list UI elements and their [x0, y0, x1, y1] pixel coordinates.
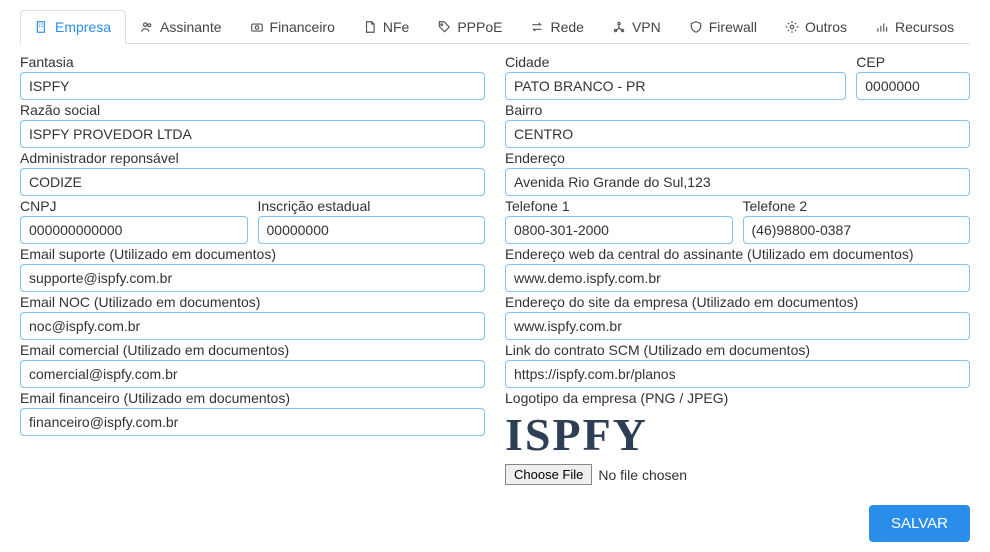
no-file-label: No file chosen	[598, 467, 687, 483]
input-cnpj[interactable]	[20, 216, 248, 244]
input-scm[interactable]	[505, 360, 970, 388]
label-razao: Razão social	[20, 102, 485, 118]
input-tel1[interactable]	[505, 216, 733, 244]
label-logo: Logotipo da empresa (PNG / JPEG)	[505, 390, 970, 406]
input-endereco[interactable]	[505, 168, 970, 196]
field-logo: Logotipo da empresa (PNG / JPEG) ISPFY C…	[505, 390, 970, 485]
input-site[interactable]	[505, 312, 970, 340]
label-cep: CEP	[856, 54, 970, 70]
tab-assinante[interactable]: Assinante	[126, 10, 235, 43]
tab-financeiro[interactable]: Financeiro	[236, 10, 349, 43]
field-central: Endereço web da central do assinante (Ut…	[505, 246, 970, 292]
vpn-icon	[612, 20, 626, 34]
label-bairro: Bairro	[505, 102, 970, 118]
field-scm: Link do contrato SCM (Utilizado em docum…	[505, 342, 970, 388]
input-razao[interactable]	[20, 120, 485, 148]
field-cep: CEP	[856, 54, 970, 100]
label-fantasia: Fantasia	[20, 54, 485, 70]
field-email-comercial: Email comercial (Utilizado em documentos…	[20, 342, 485, 388]
input-bairro[interactable]	[505, 120, 970, 148]
tag-icon	[437, 20, 451, 34]
input-fantasia[interactable]	[20, 72, 485, 100]
label-scm: Link do contrato SCM (Utilizado em docum…	[505, 342, 970, 358]
label-email-financeiro: Email financeiro (Utilizado em documento…	[20, 390, 485, 406]
label-site: Endereço do site da empresa (Utilizado e…	[505, 294, 970, 310]
field-email-suporte: Email suporte (Utilizado em documentos)	[20, 246, 485, 292]
tab-outros[interactable]: Outros	[771, 10, 861, 43]
input-cep[interactable]	[856, 72, 970, 100]
company-icon	[35, 20, 49, 34]
tab-label: Financeiro	[270, 19, 335, 35]
tab-label: Recursos	[895, 19, 954, 35]
label-email-noc: Email NOC (Utilizado em documentos)	[20, 294, 485, 310]
label-cidade: Cidade	[505, 54, 846, 70]
tab-label: Rede	[550, 19, 583, 35]
tab-label: Assinante	[160, 19, 221, 35]
tab-label: Outros	[805, 19, 847, 35]
tab-label: VPN	[632, 19, 661, 35]
field-tel1: Telefone 1	[505, 198, 733, 244]
camera-icon	[250, 20, 264, 34]
field-admin: Administrador reponsável	[20, 150, 485, 196]
save-button[interactable]: SALVAR	[869, 505, 970, 542]
choose-file-button[interactable]: Choose File	[505, 464, 592, 485]
field-site: Endereço do site da empresa (Utilizado e…	[505, 294, 970, 340]
gear-icon	[785, 20, 799, 34]
left-column: Fantasia Razão social Administrador repo…	[20, 54, 485, 487]
shield-icon	[689, 20, 703, 34]
tab-recursos[interactable]: Recursos	[861, 10, 968, 43]
label-tel2: Telefone 2	[743, 198, 971, 214]
field-email-noc: Email NOC (Utilizado em documentos)	[20, 294, 485, 340]
label-central: Endereço web da central do assinante (Ut…	[505, 246, 970, 262]
field-tel2: Telefone 2	[743, 198, 971, 244]
right-column: Cidade CEP Bairro Endereço Telefone 1 Te…	[505, 54, 970, 487]
label-ie: Inscrição estadual	[258, 198, 486, 214]
tab-label: NFe	[383, 19, 409, 35]
tab-label: Firewall	[709, 19, 757, 35]
label-admin: Administrador reponsável	[20, 150, 485, 166]
field-fantasia: Fantasia	[20, 54, 485, 100]
label-tel1: Telefone 1	[505, 198, 733, 214]
field-bairro: Bairro	[505, 102, 970, 148]
tab-label: Empresa	[55, 19, 111, 35]
input-tel2[interactable]	[743, 216, 971, 244]
tab-nfe[interactable]: NFe	[349, 10, 423, 43]
input-email-noc[interactable]	[20, 312, 485, 340]
tab-empresa[interactable]: Empresa	[20, 10, 126, 44]
tab-firewall[interactable]: Firewall	[675, 10, 771, 43]
label-email-suporte: Email suporte (Utilizado em documentos)	[20, 246, 485, 262]
input-email-comercial[interactable]	[20, 360, 485, 388]
bars-icon	[875, 20, 889, 34]
label-email-comercial: Email comercial (Utilizado em documentos…	[20, 342, 485, 358]
tab-rede[interactable]: Rede	[516, 10, 597, 43]
field-endereco: Endereço	[505, 150, 970, 196]
label-endereco: Endereço	[505, 150, 970, 166]
logo-text: ISPFY	[505, 409, 648, 460]
field-razao: Razão social	[20, 102, 485, 148]
field-cidade: Cidade	[505, 54, 846, 100]
input-cidade[interactable]	[505, 72, 846, 100]
tabs-bar: Empresa Assinante Financeiro NFe PPPoE R…	[20, 10, 970, 44]
label-cnpj: CNPJ	[20, 198, 248, 214]
tab-label: PPPoE	[457, 19, 502, 35]
input-ie[interactable]	[258, 216, 486, 244]
doc-icon	[363, 20, 377, 34]
users-icon	[140, 20, 154, 34]
field-email-financeiro: Email financeiro (Utilizado em documento…	[20, 390, 485, 436]
swap-icon	[530, 20, 544, 34]
input-central[interactable]	[505, 264, 970, 292]
logo-preview: ISPFY	[505, 412, 970, 458]
input-admin[interactable]	[20, 168, 485, 196]
field-cnpj: CNPJ	[20, 198, 248, 244]
input-email-suporte[interactable]	[20, 264, 485, 292]
form-columns: Fantasia Razão social Administrador repo…	[20, 54, 970, 487]
tab-pppoe[interactable]: PPPoE	[423, 10, 516, 43]
field-ie: Inscrição estadual	[258, 198, 486, 244]
footer: SALVAR	[20, 505, 970, 542]
input-email-financeiro[interactable]	[20, 408, 485, 436]
tab-vpn[interactable]: VPN	[598, 10, 675, 43]
